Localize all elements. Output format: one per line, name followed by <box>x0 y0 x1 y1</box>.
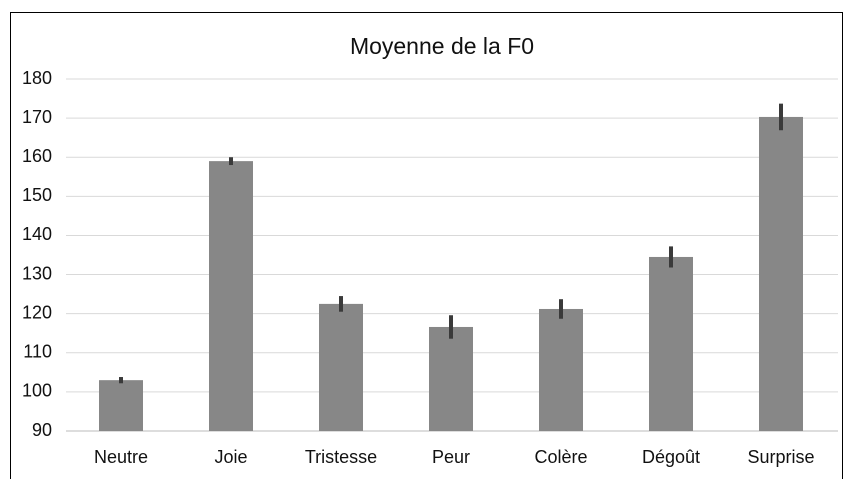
bar <box>429 326 473 431</box>
y-tick-label: 140 <box>22 224 52 244</box>
bar <box>649 256 693 431</box>
x-tick-label: Joie <box>214 447 247 467</box>
bar <box>539 308 583 431</box>
bar <box>319 303 363 431</box>
y-tick-label: 170 <box>22 107 52 127</box>
y-tick-label: 100 <box>22 381 52 401</box>
x-tick-label: Surprise <box>747 447 814 467</box>
y-tick-label: 160 <box>22 146 52 166</box>
chart-title: Moyenne de la F0 <box>350 33 534 59</box>
y-tick-label: 120 <box>22 302 52 322</box>
x-tick-label: Peur <box>432 447 470 467</box>
y-tick-label: 90 <box>32 420 52 440</box>
bar <box>759 116 803 431</box>
bar <box>209 161 253 431</box>
x-tick-label: Neutre <box>94 447 148 467</box>
x-tick-label: Colère <box>534 447 587 467</box>
x-tick-label: Tristesse <box>305 447 377 467</box>
bar <box>99 380 143 431</box>
y-tick-label: 130 <box>22 263 52 283</box>
y-tick-label: 110 <box>23 342 52 362</box>
x-tick-label: Dégoût <box>642 447 700 467</box>
y-tick-label: 150 <box>22 185 52 205</box>
y-tick-label: 180 <box>22 68 52 88</box>
